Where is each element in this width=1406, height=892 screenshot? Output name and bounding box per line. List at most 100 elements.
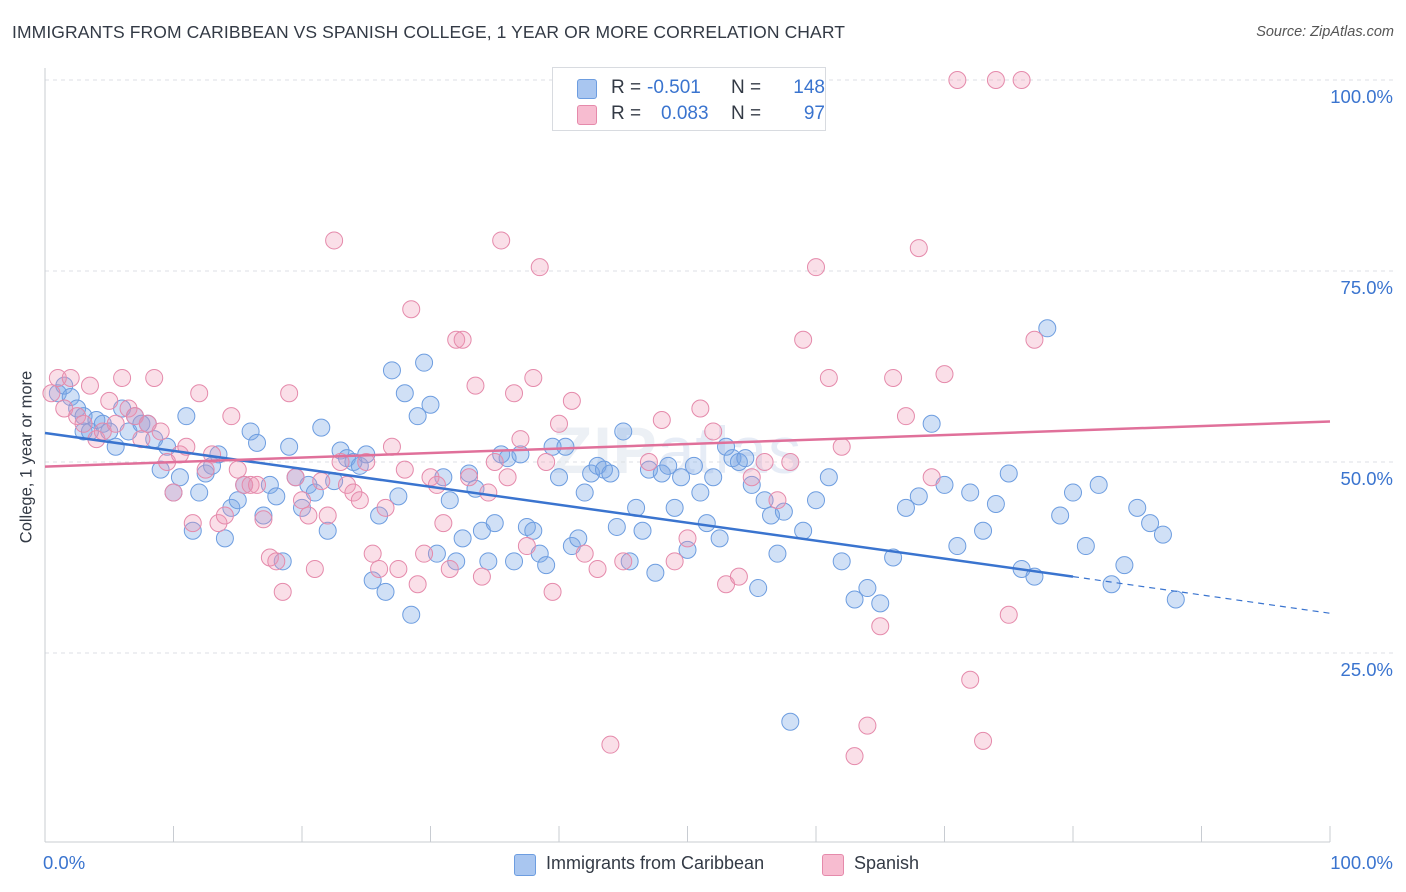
n-label: N = bbox=[731, 103, 762, 124]
spanish-point bbox=[1025, 330, 1044, 349]
caribbean-point bbox=[363, 571, 382, 590]
caribbean-point bbox=[190, 483, 209, 502]
caribbean-point bbox=[151, 460, 170, 479]
spanish-point bbox=[794, 330, 813, 349]
spanish-point bbox=[113, 368, 132, 387]
caribbean-swatch bbox=[577, 79, 597, 99]
spanish-point bbox=[678, 529, 697, 548]
caribbean-point bbox=[794, 521, 813, 540]
caribbean-point bbox=[1038, 319, 1057, 338]
caribbean-point bbox=[389, 487, 408, 506]
r-value-spanish: 0.083 bbox=[661, 103, 709, 124]
caribbean-point bbox=[479, 552, 498, 571]
caribbean-point bbox=[948, 537, 967, 556]
spanish-point bbox=[68, 407, 87, 426]
spanish-trend-line bbox=[44, 420, 1331, 468]
spanish-point bbox=[119, 399, 138, 418]
chart-title: IMMIGRANTS FROM CARIBBEAN VS SPANISH COL… bbox=[12, 22, 846, 42]
spanish-point bbox=[807, 258, 825, 277]
caribbean-point bbox=[248, 433, 267, 452]
spanish-point bbox=[819, 368, 838, 387]
spanish-point bbox=[395, 460, 414, 479]
spanish-point bbox=[896, 407, 915, 426]
caribbean-point bbox=[999, 464, 1018, 483]
caribbean-point bbox=[1115, 556, 1134, 575]
caribbean-point bbox=[858, 579, 877, 598]
spanish-point bbox=[74, 414, 93, 433]
spanish-point bbox=[768, 491, 787, 510]
spanish-point bbox=[370, 559, 389, 578]
spanish-point bbox=[254, 510, 273, 529]
spanish-point bbox=[241, 475, 260, 494]
spanish-point bbox=[447, 330, 466, 349]
spanish-point bbox=[363, 544, 382, 563]
caribbean-point bbox=[1076, 537, 1095, 556]
spanish-point bbox=[151, 422, 170, 441]
caribbean-point bbox=[93, 414, 112, 433]
spanish-point bbox=[511, 430, 530, 449]
caribbean-point bbox=[61, 388, 80, 407]
spanish-point bbox=[845, 747, 864, 766]
caribbean-point bbox=[961, 483, 980, 502]
caribbean-point bbox=[434, 468, 453, 487]
spanish-point bbox=[100, 391, 119, 410]
caribbean-point bbox=[986, 495, 1005, 514]
spanish-point bbox=[415, 544, 434, 563]
caribbean-point bbox=[755, 491, 774, 510]
x-tick-label: 100.0% bbox=[1330, 852, 1393, 873]
caribbean-point bbox=[1064, 483, 1082, 502]
spanish-point bbox=[543, 582, 562, 601]
caribbean-point bbox=[370, 506, 389, 525]
caribbean-point bbox=[710, 529, 729, 548]
caribbean-point bbox=[768, 544, 787, 563]
y-tick-label: 50.0% bbox=[1341, 468, 1393, 489]
spanish-point bbox=[575, 544, 594, 563]
spanish-point bbox=[1012, 71, 1031, 89]
caribbean-point bbox=[382, 361, 401, 380]
caribbean-point bbox=[1089, 475, 1108, 494]
spanish-point bbox=[550, 414, 568, 433]
y-tick-label: 25.0% bbox=[1341, 659, 1393, 680]
caribbean-point bbox=[659, 456, 678, 475]
spanish-legend-swatch bbox=[822, 854, 844, 876]
caribbean-point bbox=[267, 487, 286, 506]
spanish-point bbox=[704, 422, 723, 441]
spanish-point bbox=[312, 472, 331, 491]
spanish-point bbox=[999, 605, 1018, 624]
spanish-point bbox=[614, 552, 633, 571]
caribbean-point bbox=[312, 418, 331, 437]
caribbean-point bbox=[537, 556, 556, 575]
caribbean-point bbox=[427, 544, 446, 563]
spanish-point bbox=[530, 258, 549, 277]
caribbean-point bbox=[697, 514, 716, 533]
spanish-point bbox=[190, 384, 209, 403]
caribbean-point bbox=[254, 506, 273, 525]
spanish-point bbox=[402, 300, 421, 319]
caribbean-trend-line bbox=[44, 431, 1074, 578]
spanish-point bbox=[652, 410, 671, 429]
caribbean-point bbox=[704, 468, 723, 487]
caribbean-point bbox=[781, 712, 800, 731]
spanish-point bbox=[742, 468, 761, 487]
spanish-point bbox=[871, 617, 890, 636]
spanish-point bbox=[273, 582, 292, 601]
caribbean-point bbox=[742, 475, 761, 494]
caribbean-point bbox=[280, 437, 299, 456]
n-value-spanish: 97 bbox=[803, 103, 825, 124]
spanish-point bbox=[280, 384, 299, 403]
caribbean-point bbox=[819, 468, 838, 487]
caribbean-point bbox=[871, 594, 890, 613]
caribbean-point bbox=[293, 498, 311, 517]
caribbean-point bbox=[505, 552, 524, 571]
caribbean-point bbox=[684, 456, 703, 475]
spanish-point bbox=[286, 468, 305, 487]
spanish-point bbox=[382, 437, 401, 456]
spanish-point bbox=[884, 368, 903, 387]
caribbean-point bbox=[440, 491, 459, 510]
spanish-point bbox=[537, 453, 556, 471]
r-value-caribbean: -0.501 bbox=[647, 77, 701, 98]
n-value-caribbean: 148 bbox=[793, 77, 825, 98]
spanish-point bbox=[601, 735, 620, 754]
spanish-point bbox=[562, 391, 581, 410]
